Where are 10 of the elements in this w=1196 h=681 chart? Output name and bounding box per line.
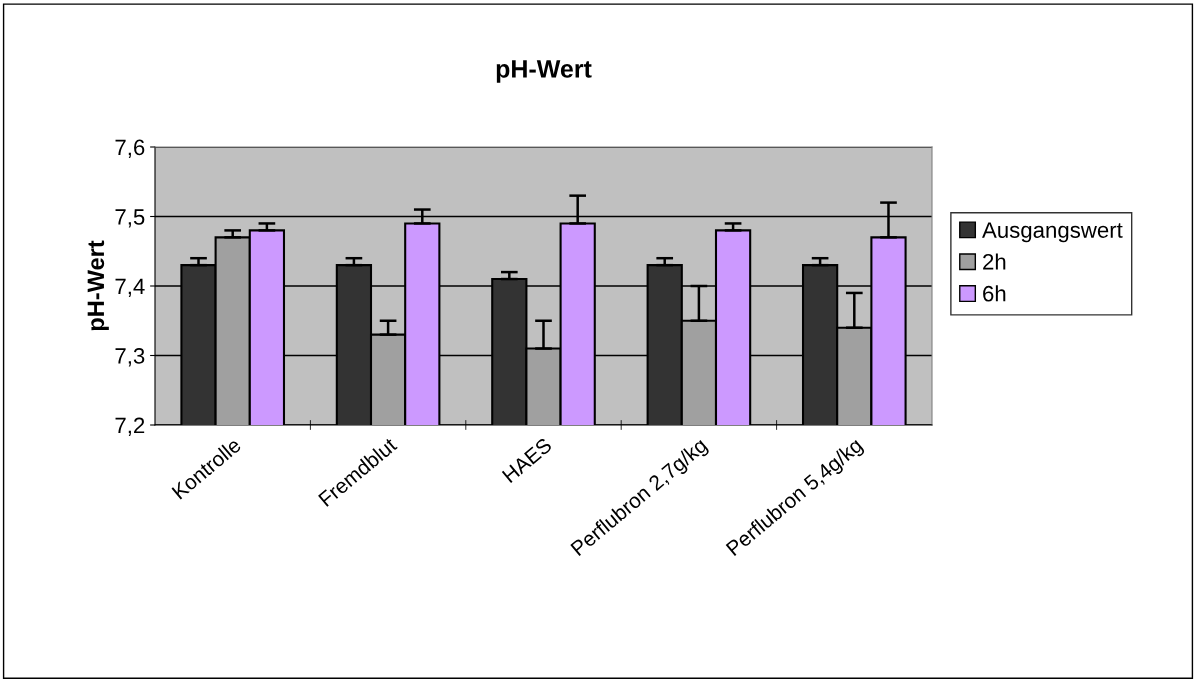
y-tick-label: 7,6 xyxy=(115,139,145,158)
legend-label: 2h xyxy=(983,253,1006,270)
legend-label: Ausgangswert xyxy=(982,222,1123,243)
chart-title: pH-Wert xyxy=(496,60,592,83)
y-tick-label: 7,2 xyxy=(115,417,145,436)
y-axis-title: pH-Wert xyxy=(87,240,109,331)
y-tick-label: 7,5 xyxy=(115,209,145,228)
legend-label: 6h xyxy=(983,285,1006,302)
y-tick-label: 7,4 xyxy=(115,278,145,297)
y-tick-label: 7,3 xyxy=(115,348,145,367)
